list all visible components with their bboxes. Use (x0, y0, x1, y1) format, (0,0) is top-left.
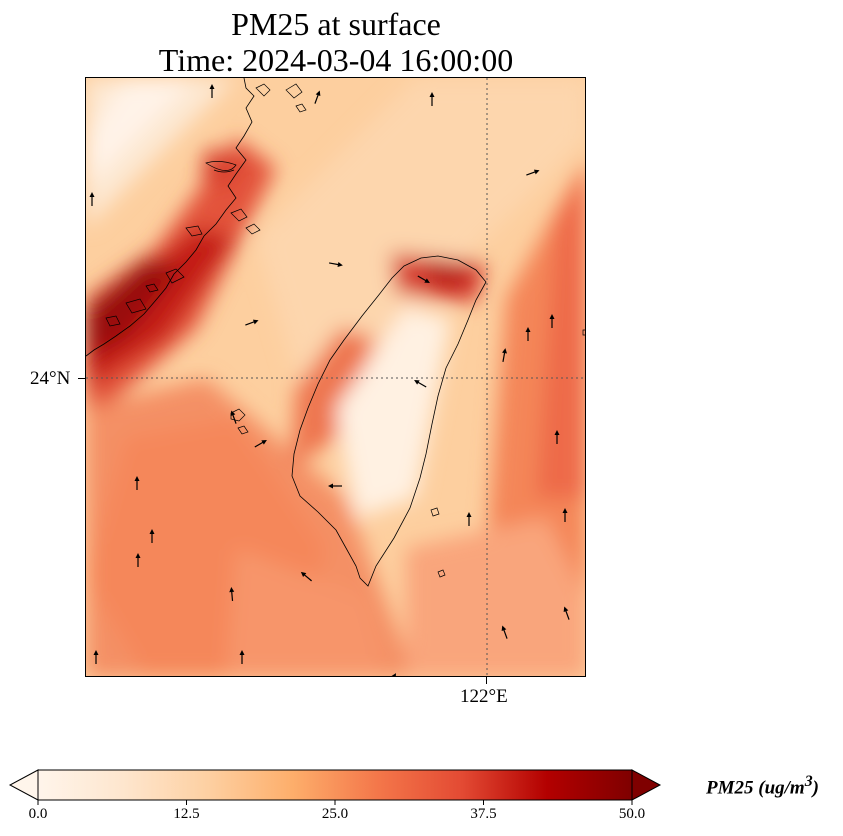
wind-arrow (328, 483, 342, 489)
wind-arrow (89, 192, 95, 206)
wind-arrow (562, 508, 568, 522)
wind-arrow (563, 606, 570, 620)
wind-arrow (300, 571, 312, 582)
wind-arrow (466, 512, 472, 526)
wind-arrow (209, 84, 215, 98)
wind-arrow (502, 348, 507, 363)
coastline-islands (105, 83, 307, 435)
wind-arrow (254, 440, 267, 448)
colorbar-gradient (37, 769, 633, 801)
wind-arrow (328, 262, 343, 267)
wind-vectors (89, 84, 570, 676)
wind-arrow (554, 430, 560, 444)
lon-tick-label: 122°E (460, 686, 508, 707)
pm25-concentration-field (86, 78, 585, 676)
wind-arrow (149, 529, 155, 543)
colorbar-tick-label-4: 50.0 (618, 806, 646, 822)
colorbar-tick-label-0: 0.0 (28, 806, 48, 822)
wind-arrow (525, 327, 531, 341)
wind-arrow (526, 169, 540, 176)
colorbar-tick-label-3: 37.5 (470, 806, 497, 822)
wind-arrow (314, 90, 321, 104)
wind-arrow (245, 319, 259, 326)
lat-tick-label: 24°N (30, 368, 71, 389)
wind-arrow (135, 553, 141, 567)
colorbar-title: PM25 (ug/m3) (706, 773, 819, 799)
wind-arrow (549, 314, 555, 328)
coastline-mainland (86, 78, 255, 357)
map-title-line1: PM25 at surface (231, 6, 441, 42)
wind-arrow (134, 476, 140, 490)
wind-arrow (230, 410, 237, 424)
lon-tick-mark (486, 677, 487, 684)
coastline-taiwan (291, 255, 487, 587)
lat-tick-mark (78, 378, 85, 379)
wind-arrow (429, 92, 435, 106)
pm25-map (85, 77, 586, 677)
coastline-small-islands (430, 329, 585, 578)
wind-arrow (501, 625, 508, 639)
colorbar-extend-max (631, 769, 662, 801)
wind-arrow (229, 587, 235, 602)
colorbar-tick-label-1: 12.5 (173, 806, 200, 822)
colorbar-tick-label-2: 25.0 (321, 806, 349, 822)
wind-arrow (93, 650, 99, 664)
wind-arrow (388, 673, 396, 676)
colorbar (8, 769, 662, 805)
wind-arrow (417, 275, 430, 283)
map-title-line2: Time: 2024-03-04 16:00:00 (158, 42, 514, 78)
colorbar-extend-min (8, 769, 39, 801)
wind-arrow (239, 650, 245, 664)
wind-arrow (414, 380, 427, 388)
